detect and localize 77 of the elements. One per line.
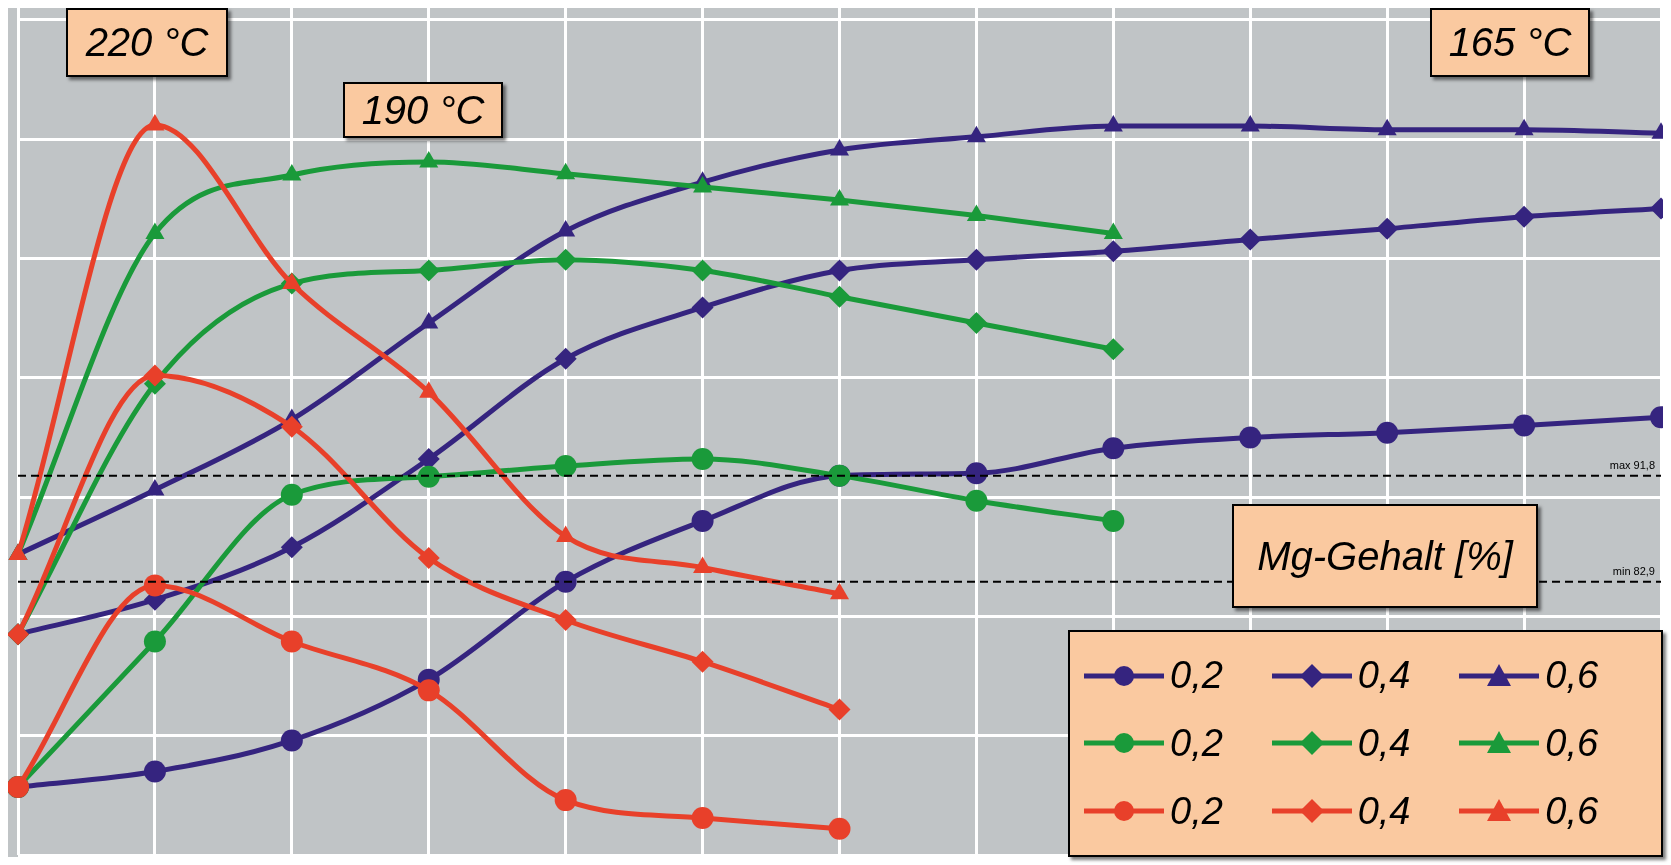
annotation: 165 °C — [1430, 8, 1590, 77]
point — [417, 259, 440, 282]
point — [1377, 118, 1397, 136]
point — [965, 311, 988, 334]
point — [280, 536, 303, 559]
point — [282, 164, 302, 181]
point — [828, 259, 851, 282]
point — [1103, 222, 1123, 239]
point — [1376, 421, 1399, 444]
legend-label: 0,2 — [1170, 654, 1223, 698]
legend-label: 0,6 — [1545, 721, 1599, 765]
point — [417, 465, 440, 488]
point — [280, 630, 303, 653]
point — [419, 150, 439, 168]
ref-line-label: min 82,9 — [1612, 565, 1655, 578]
point — [145, 113, 165, 131]
point — [829, 138, 850, 156]
point — [1376, 217, 1399, 240]
point — [691, 509, 714, 532]
point — [1239, 228, 1262, 251]
point — [966, 125, 986, 143]
point — [554, 347, 577, 370]
point — [419, 381, 439, 398]
point — [1513, 205, 1536, 228]
legend-title: Mg-Gehalt [%] — [1232, 504, 1538, 608]
point — [280, 729, 303, 752]
point — [1102, 240, 1125, 263]
point — [282, 272, 302, 290]
point — [143, 364, 166, 387]
point — [554, 455, 577, 478]
point — [1102, 338, 1125, 361]
point — [828, 285, 851, 308]
legend-label: 0,2 — [1170, 789, 1223, 833]
legend-label: 0,6 — [1545, 789, 1599, 833]
point — [417, 679, 440, 702]
point — [966, 204, 986, 222]
legend-label: 0,2 — [1170, 721, 1223, 765]
legend-label: 0,4 — [1357, 789, 1411, 833]
point — [828, 698, 851, 721]
point — [1103, 115, 1123, 132]
point — [693, 175, 713, 193]
annotation: 190 °C — [343, 82, 503, 138]
point — [828, 817, 851, 840]
point — [145, 222, 165, 239]
point — [554, 608, 577, 631]
annotation: 220 °C — [66, 8, 228, 77]
point — [554, 789, 577, 812]
point — [691, 296, 714, 319]
point — [965, 248, 988, 271]
point — [965, 489, 988, 512]
point — [554, 570, 577, 593]
point — [691, 650, 714, 673]
point — [556, 162, 576, 180]
point — [1513, 414, 1536, 437]
point — [554, 248, 577, 271]
point — [691, 807, 714, 830]
legend-label: 0,6 — [1545, 654, 1599, 698]
point — [965, 462, 988, 485]
point — [829, 189, 850, 206]
point — [1102, 509, 1125, 532]
legend-label: 0,4 — [1357, 721, 1411, 765]
ref-line-label: max 91,8 — [1609, 459, 1655, 472]
point — [1239, 426, 1262, 449]
point — [691, 259, 714, 282]
point — [143, 760, 166, 783]
point — [691, 447, 714, 470]
point — [417, 546, 440, 569]
point — [556, 220, 576, 237]
point — [1240, 115, 1260, 132]
legend-label: 0,4 — [1357, 654, 1411, 698]
point — [280, 415, 303, 438]
point — [143, 574, 166, 597]
point — [1514, 118, 1534, 136]
point — [280, 483, 303, 506]
point — [419, 311, 439, 329]
point — [1102, 437, 1125, 460]
point — [143, 630, 166, 653]
